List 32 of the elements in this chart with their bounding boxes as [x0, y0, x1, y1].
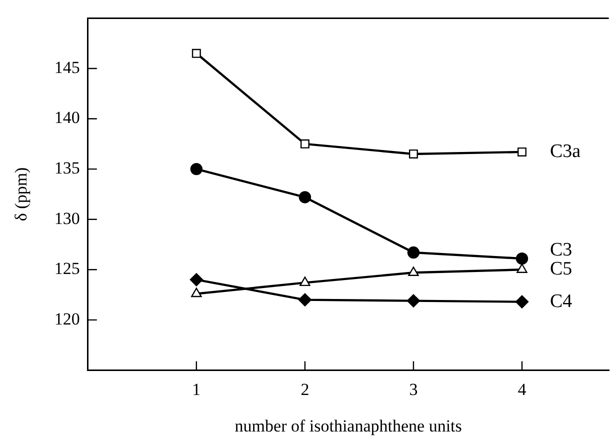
y-tick-label: 145 — [54, 58, 80, 77]
point — [408, 266, 419, 276]
y-tick-label: 125 — [54, 259, 80, 278]
point — [516, 264, 528, 273]
series-label: C5 — [550, 258, 572, 280]
y-tick-label: 135 — [54, 158, 80, 178]
point — [191, 288, 202, 298]
x-tick-label: 4 — [518, 380, 527, 399]
x-tick-label: 3 — [409, 380, 418, 399]
point — [407, 246, 420, 259]
point — [190, 273, 204, 286]
point — [190, 162, 203, 176]
x-tick-label: 1 — [192, 380, 201, 399]
point — [298, 293, 312, 306]
y-tick-label: 140 — [54, 108, 80, 128]
y-tick-label: 130 — [54, 208, 80, 228]
point — [300, 139, 310, 148]
series-label: C3 — [550, 240, 572, 261]
point — [298, 191, 312, 204]
point — [515, 295, 529, 308]
series-label: C4 — [550, 290, 573, 312]
y-tick-label: 120 — [54, 309, 80, 328]
series-label: C3a — [550, 140, 582, 162]
x-axis-title: number of isothianaphthene units — [234, 416, 462, 436]
x-tick-label: 2 — [300, 380, 310, 399]
point — [516, 252, 528, 265]
point — [517, 147, 526, 156]
point — [406, 294, 420, 308]
point — [408, 149, 418, 158]
point — [300, 276, 310, 286]
point — [192, 48, 201, 58]
y-axis-title: δ (ppm) — [12, 167, 31, 222]
